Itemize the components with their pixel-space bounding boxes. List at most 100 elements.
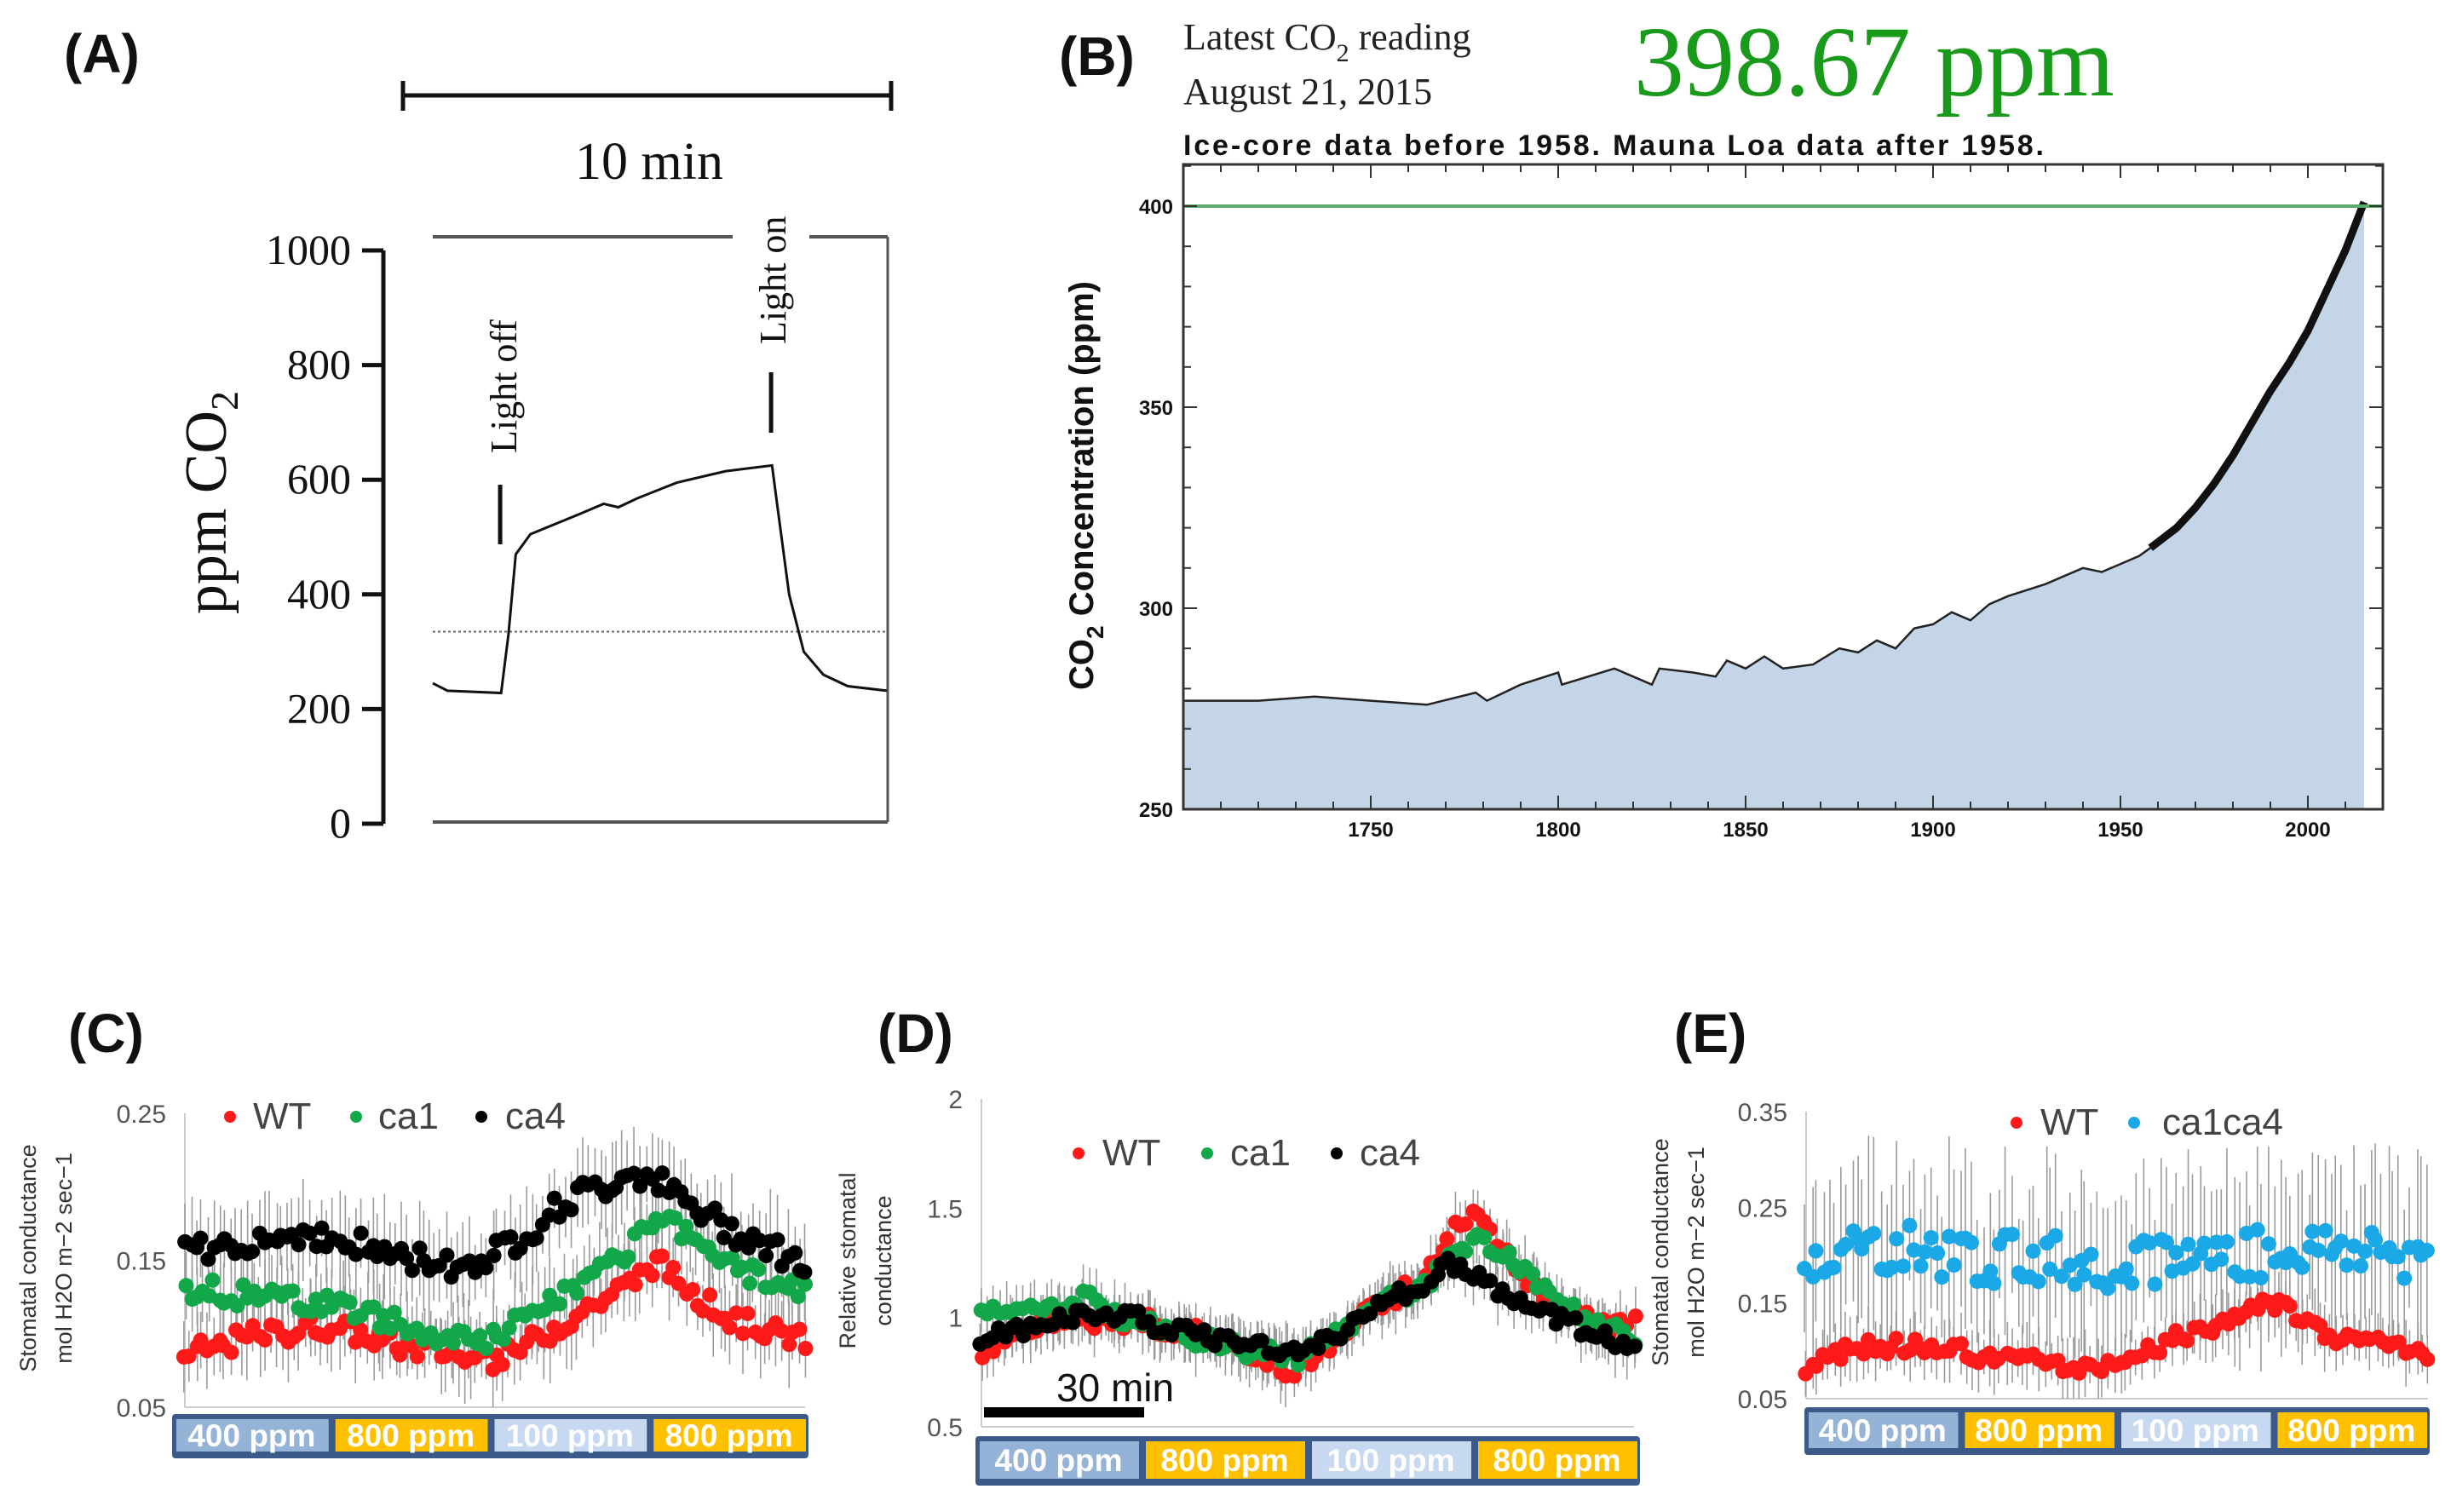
marker-ca1 [797,1276,813,1292]
y-tick-label: 250 [1139,799,1173,822]
marker-ca1ca4 [2317,1222,2333,1239]
co2-segment-label: 800 ppm [1975,1413,2103,1448]
marker-ca4 [193,1230,209,1246]
marker-ca1 [724,1250,740,1266]
marker-ca4 [528,1230,544,1246]
marker-ca4 [797,1264,813,1280]
y-tick-label: 1.5 [927,1195,963,1223]
marker-ca1 [319,1287,335,1303]
marker-ca1 [569,1285,585,1302]
marker-ca4 [1626,1338,1643,1354]
legend-background [214,1092,576,1141]
co2-segment-label: 800 ppm [1160,1443,1288,1478]
co2-segment-label: 400 ppm [994,1443,1122,1478]
y-tick-label: 0.05 [1738,1386,1787,1414]
marker-ca1ca4 [1866,1226,1882,1242]
marker-ca4 [404,1262,420,1279]
marker-WT [392,1347,408,1363]
marker-ca1ca4 [2353,1258,2369,1274]
marker-ca4 [486,1247,502,1263]
co2-reading-value: 398.67 ppm [1634,6,2114,118]
y-axis-label: mol H2O m−2 sec−1 [51,1153,77,1364]
scale-bar-30min [984,1407,1144,1417]
marker-ca4 [769,1232,785,1248]
marker-ca4 [1253,1332,1269,1348]
marker-WT [2312,1318,2328,1334]
y-tick-label: 0.15 [1738,1291,1787,1319]
marker-ca1ca4 [1902,1217,1918,1233]
scale-bar-label-background [1050,1363,1194,1406]
marker-ca4 [1015,1328,1032,1344]
marker-ca1ca4 [1982,1263,1999,1279]
co2-segment-label: 100 ppm [1326,1443,1454,1478]
marker-WT [1953,1336,1970,1352]
legend-marker-WT [1073,1147,1085,1159]
marker-ca1ca4 [2253,1269,2269,1285]
marker-ca4 [626,1165,642,1181]
legend: WT ca1 ca4 [1062,1129,1430,1177]
marker-WT [1856,1346,1872,1362]
co2-segment [2277,1412,2427,1448]
marker-ca4 [478,1260,494,1276]
marker-WT [2179,1332,2195,1348]
marker-ca4 [1568,1310,1584,1326]
panel-e-chart: 0.05 0.15 0.25 0.35 WT ca1ca4 400 ppm 800 ppm 10… [1738,1098,2436,1455]
marker-ca1ca4 [1808,1243,1824,1259]
marker-ca4 [716,1229,732,1245]
marker-WT [739,1305,756,1321]
marker-ca1ca4 [2368,1232,2384,1248]
marker-ca4 [1440,1250,1456,1267]
panel-b-chart: Latest CO2 reading August 21, 2015 398.6… [1063,6,2385,842]
marker-WT [181,1348,197,1365]
y-tick-label: 0.05 [117,1394,166,1423]
co2-segment [335,1419,488,1452]
marker-WT [702,1287,718,1303]
marker-ca1ca4 [2304,1223,2321,1239]
marker-ca4 [1482,1273,1499,1289]
y-axis-label: Stomatal conductance [1648,1138,1673,1365]
marker-ca1ca4 [1889,1231,1905,1247]
marker-WT [353,1322,369,1338]
marker-ca4 [546,1190,562,1206]
marker-ca1 [751,1262,767,1278]
markers [175,1165,814,1377]
marker-ca4 [348,1246,364,1262]
marker-ca1ca4 [2249,1222,2265,1238]
marker-ca1ca4 [2042,1262,2058,1277]
marker-ca1ca4 [1854,1241,1870,1257]
marker-ca1ca4 [2357,1243,2373,1259]
y-tick-label: 0.35 [1738,1099,1787,1127]
co2-area [1183,202,2364,810]
y-axis-label: Stomatal conductance [15,1144,41,1371]
legend-label-ca4: ca4 [1360,1132,1420,1174]
chart-title: Ice-core data before 1958. Mauna Loa dat… [1183,129,2044,162]
marker-ca1ca4 [1930,1245,1946,1262]
panel-c-chart: 0.05 0.15 0.25 WT ca1 ca4 400 ppm 800 ppm 100 pp… [117,1092,814,1458]
y-tick-label: 600 [287,455,351,503]
co2-segment-label: 800 ppm [1493,1443,1620,1478]
x-tick-label: 1900 [1910,819,1955,842]
panel-label-b: (B) [1059,26,1135,87]
marker-ca4 [1391,1280,1407,1296]
marker-ca1ca4 [2124,1275,2140,1291]
co2-segment [1809,1412,1959,1448]
co2-segment [176,1419,329,1452]
marker-WT [1860,1331,1876,1348]
marker-ca1ca4 [2004,1227,2020,1243]
marker-ca1ca4 [2076,1267,2092,1283]
co2-segment-label: 100 ppm [2132,1413,2259,1448]
legend-label-WT: WT [2040,1101,2098,1143]
co2-segment [1965,1412,2114,1448]
marker-ca1 [478,1341,494,1357]
marker-ca1ca4 [1986,1275,2002,1291]
legend-label-ca1: ca1 [1230,1132,1291,1174]
marker-ca1 [285,1283,301,1299]
marker-ca1ca4 [1946,1257,1962,1273]
legend-marker-ca4 [475,1111,487,1123]
marker-ca4 [1310,1340,1326,1356]
scale-bar-label: 30 min [1056,1365,1174,1410]
marker-ca1 [1476,1229,1493,1245]
marker-WT [685,1282,701,1298]
legend-label-ca1ca4: ca1ca4 [2162,1101,2283,1143]
